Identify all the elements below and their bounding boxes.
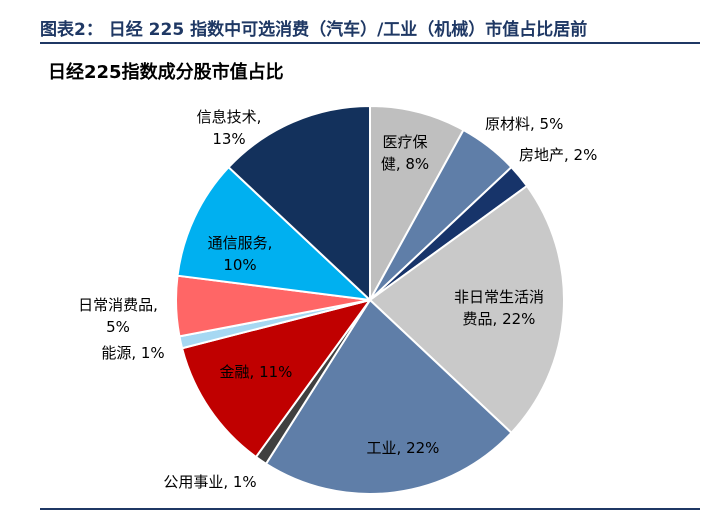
slice-label: 医疗保健, 8% [381,133,429,173]
slice-label: 能源, 1% [101,344,164,362]
slice-label: 通信服务, 10% [208,234,273,274]
slice-label: 非日常生活消费品, 22% [454,288,544,328]
pie-slice [368,184,565,435]
footer-rule [40,508,700,510]
pie-slice [264,298,513,495]
slice-label: 信息技术, 13% [197,108,262,148]
slice-label: 日常消费品, 5% [78,296,158,336]
slice-label: 房地产, 2% [519,146,597,164]
figure-title: 图表2： 日经 225 指数中可选消费（汽车）/工业（机械）市值占比居前 [40,20,588,40]
pie-slice [227,104,371,303]
chart-title: 日经225指数成分股市值占比 [48,62,284,83]
pie-slice [176,165,373,302]
figure-header: 图表2： 日经 225 指数中可选消费（汽车）/工业（机械）市值占比居前 [40,10,700,44]
slice-label: 原材料, 5% [485,115,563,133]
pie-slice [180,298,373,459]
slice-label: 工业, 22% [367,439,440,457]
slice-label: 金融, 11% [220,363,293,381]
slice-label: 公用事业, 1% [163,473,256,491]
pie-slice [369,104,465,301]
